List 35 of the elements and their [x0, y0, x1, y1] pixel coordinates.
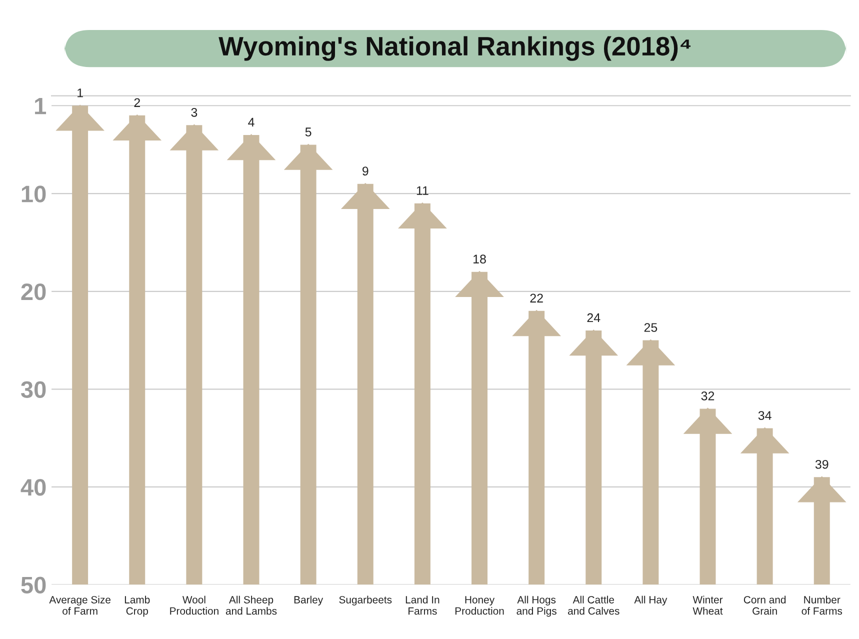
x-tick-label: Average Size of Farm	[49, 596, 110, 615]
x-tick-label: All Sheep and Lambs	[226, 596, 277, 615]
data-label: 39	[815, 460, 828, 469]
data-label: 25	[644, 323, 658, 332]
data-label: 2	[134, 98, 140, 107]
x-tick-label: All Cattle and Calves	[568, 596, 620, 615]
data-label: 11	[416, 186, 428, 195]
data-label: 32	[701, 392, 714, 400]
y-tick-label: 1	[35, 98, 46, 114]
x-tick-label: All Hogs and Pigs	[516, 596, 556, 617]
x-tick-label: Land In Farms	[406, 596, 440, 615]
x-tick-label: Winter Wheat	[692, 596, 723, 615]
x-tick-label: Number of Farms	[802, 596, 842, 615]
data-label: 22	[530, 294, 543, 302]
chart-title: Wyoming's National Rankings (2018)⁴	[218, 36, 691, 61]
data-label: 5	[305, 128, 312, 136]
data-label: 3	[191, 108, 198, 117]
x-tick-label: Corn and Grain	[744, 596, 786, 615]
y-tick-label: 40	[20, 478, 46, 496]
x-tick-label: Sugarbeets	[339, 596, 392, 606]
x-tick-label: Barley	[294, 596, 324, 606]
data-label: 34	[758, 411, 772, 420]
x-tick-label: Honey Production	[455, 596, 504, 615]
data-label: 24	[587, 313, 600, 322]
data-label: 18	[474, 254, 486, 264]
data-label: 9	[362, 166, 368, 176]
data-label: 1	[78, 88, 83, 98]
data-label: 4	[248, 118, 254, 126]
x-tick-label: Wool Production	[170, 596, 218, 615]
y-tick-label: 20	[21, 283, 46, 300]
y-tick-label: 10	[22, 186, 46, 202]
x-tick-label: Lamb Crop	[124, 596, 150, 617]
y-tick-label: 30	[20, 381, 46, 398]
x-tick-label: All Hay	[634, 596, 668, 606]
y-tick-label: 50	[21, 576, 46, 594]
